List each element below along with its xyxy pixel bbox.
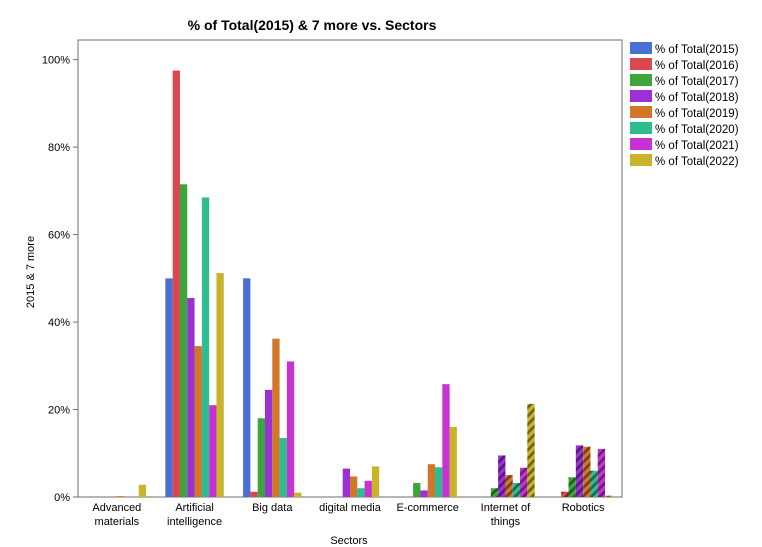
bar-hatch [527, 403, 535, 497]
bar-hatch [512, 483, 521, 497]
y-axis-label: 2015 & 7 more [25, 236, 37, 308]
legend-swatch [630, 90, 652, 102]
bar-hatch [597, 448, 606, 497]
bars [116, 70, 613, 498]
plot-area [77, 39, 623, 498]
bar-hatch [583, 446, 591, 497]
y-tick-label: 60% [48, 230, 70, 242]
legend-swatch [630, 74, 652, 86]
legend-label: % of Total(2021) [655, 140, 739, 152]
bar-hatch [590, 470, 598, 497]
y-axis: 0% 20% 40% 60% 80% 100% [42, 55, 78, 504]
bar [294, 492, 302, 497]
bar [165, 278, 173, 497]
bar [427, 464, 436, 497]
x-tick-label: Robotics [562, 502, 605, 514]
x-tick-label: Internet of [481, 502, 531, 514]
bar [279, 437, 287, 497]
bar [286, 361, 295, 497]
bar [138, 484, 147, 497]
x-axis-label: Sectors [330, 535, 368, 547]
bar [250, 491, 258, 497]
x-axis: Advanced materials Artificial intelligence B… [92, 502, 605, 528]
bar [364, 480, 372, 497]
legend-swatch [630, 138, 652, 150]
bar-hatch [520, 467, 528, 497]
bar [342, 468, 350, 497]
x-tick-label: Artificial [175, 502, 214, 514]
legend-label: % of Total(2015) [655, 44, 739, 56]
bar-hatch [490, 488, 499, 497]
y-tick-label: 100% [42, 55, 70, 67]
bar [194, 346, 202, 497]
legend-label: % of Total(2019) [655, 108, 739, 120]
bar [216, 273, 224, 497]
chart-title: % of Total(2015) & 7 more vs. Sectors [188, 17, 437, 33]
bar [257, 418, 265, 497]
x-tick-label: digital media [319, 502, 382, 514]
y-tick-label: 80% [48, 142, 70, 154]
bar-hatch [505, 475, 513, 497]
legend-swatch [630, 106, 652, 118]
bar [201, 197, 210, 497]
y-tick-label: 40% [48, 317, 70, 329]
legend-label: % of Total(2020) [655, 124, 739, 136]
bar [435, 467, 443, 497]
legend-swatch [630, 122, 652, 134]
x-tick-label: Big data [252, 502, 293, 514]
legend-swatch [630, 58, 652, 70]
y-tick-label: 20% [48, 405, 70, 417]
bar [116, 496, 125, 497]
x-tick-label: Advanced [92, 502, 141, 514]
legend-swatch [630, 154, 652, 166]
bar [371, 466, 380, 497]
bar [179, 184, 188, 497]
bar [272, 338, 280, 497]
bar [187, 298, 195, 497]
legend-label: % of Total(2017) [655, 76, 739, 88]
bar [357, 488, 365, 497]
legend-label: % of Total(2016) [655, 60, 739, 72]
bar [449, 427, 457, 497]
bar-hatch [605, 495, 613, 497]
x-tick-label: E-commerce [397, 502, 459, 514]
bar [209, 405, 217, 497]
x-tick-label: materials [95, 516, 140, 528]
bar-hatch [575, 445, 584, 497]
bar [264, 389, 273, 497]
legend-swatch [630, 42, 652, 54]
legend: % of Total(2015) % of Total(2016) % of Tot… [630, 42, 739, 168]
legend-label: % of Total(2022) [655, 156, 739, 168]
plot-border [77, 39, 623, 498]
bar [413, 483, 421, 497]
bar [172, 70, 180, 498]
legend-label: % of Total(2018) [655, 92, 739, 104]
bar [350, 476, 358, 497]
x-tick-label: intelligence [167, 516, 222, 528]
bar-hatch [498, 455, 506, 497]
y-tick-label: 0% [54, 492, 70, 504]
bar [442, 384, 450, 497]
bar-hatch [568, 477, 576, 497]
bar [243, 278, 251, 497]
x-tick-label: things [491, 516, 521, 528]
bar-hatch [561, 491, 569, 497]
bar [420, 490, 428, 497]
